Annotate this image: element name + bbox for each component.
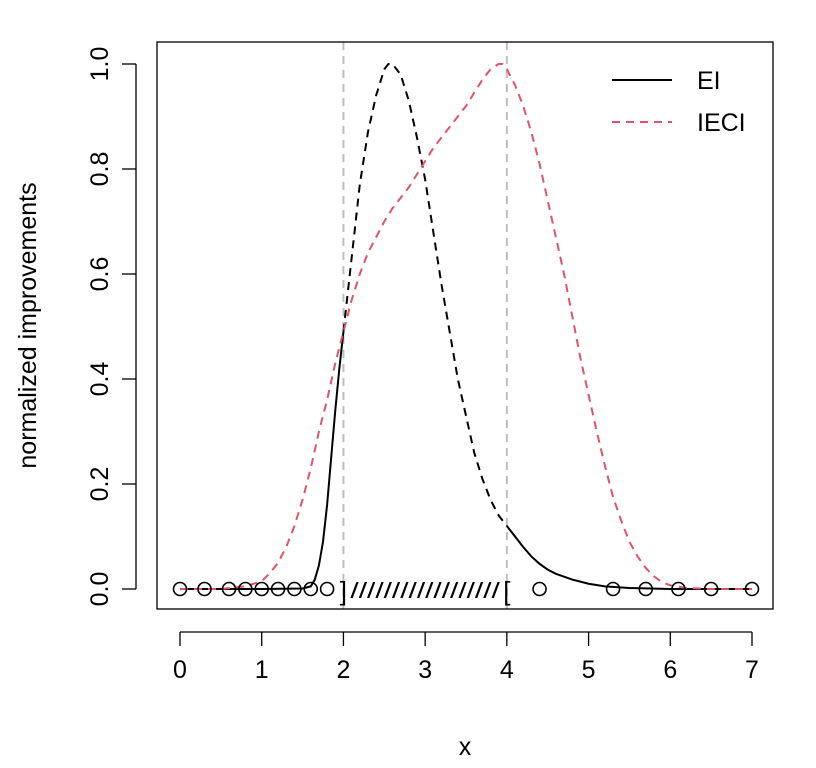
y-tick-label: 0.2	[86, 467, 114, 502]
x-tick-label: 4	[500, 656, 514, 684]
design-point	[270, 581, 286, 597]
y-tick-label: 0.6	[86, 257, 114, 292]
interval-right-bracket: [	[503, 576, 511, 606]
design-point	[319, 581, 335, 597]
x-axis: 0 1 2 3 4 5 6 7	[173, 631, 759, 684]
design-point	[197, 581, 212, 597]
design-point	[532, 581, 547, 597]
legend-label-ieci: IECI	[697, 109, 746, 137]
x-tick-label: 5	[582, 656, 596, 684]
series-layer	[180, 63, 752, 590]
y-tick-label: 1.0	[86, 47, 114, 82]
series-ieci-line	[180, 63, 752, 590]
interval-annotation: ] ////////////////// [	[340, 576, 511, 606]
design-point	[221, 581, 237, 597]
y-tick-label: 0.8	[86, 152, 114, 187]
x-tick-label: 6	[663, 656, 677, 684]
design-point	[172, 581, 188, 597]
x-axis-label: x	[459, 733, 472, 761]
y-axis-label: normalized improvements	[14, 182, 42, 468]
vertical-reference-lines	[342, 42, 508, 609]
design-point	[605, 581, 621, 597]
plot-frame	[156, 41, 774, 610]
x-tick-label: 3	[418, 656, 432, 684]
legend-label-ei: EI	[697, 67, 721, 95]
design-point	[254, 581, 270, 597]
interval-hatch: //////////////////	[350, 578, 501, 603]
design-point	[703, 581, 719, 597]
series-ei-line-right	[506, 525, 752, 590]
legend: EI IECI	[612, 67, 746, 137]
y-tick-label: 0.0	[86, 572, 114, 607]
design-point	[238, 581, 253, 597]
series-ei-line-dashed	[342, 63, 508, 527]
y-tick-label: 0.4	[86, 362, 114, 397]
y-axis: 0.0 0.2 0.4 0.6 0.8 1.0	[86, 47, 137, 607]
interval-left-bracket: ]	[340, 576, 347, 606]
design-point	[744, 581, 760, 597]
series-ei-line-left	[180, 331, 345, 590]
x-tick-label: 2	[336, 656, 350, 684]
design-point	[638, 581, 654, 597]
design-points	[172, 581, 760, 597]
design-point	[671, 581, 686, 597]
x-tick-label: 1	[255, 656, 269, 684]
x-tick-label: 7	[745, 656, 759, 684]
design-point	[287, 581, 302, 597]
design-point	[303, 581, 319, 597]
x-tick-label: 0	[173, 656, 187, 684]
